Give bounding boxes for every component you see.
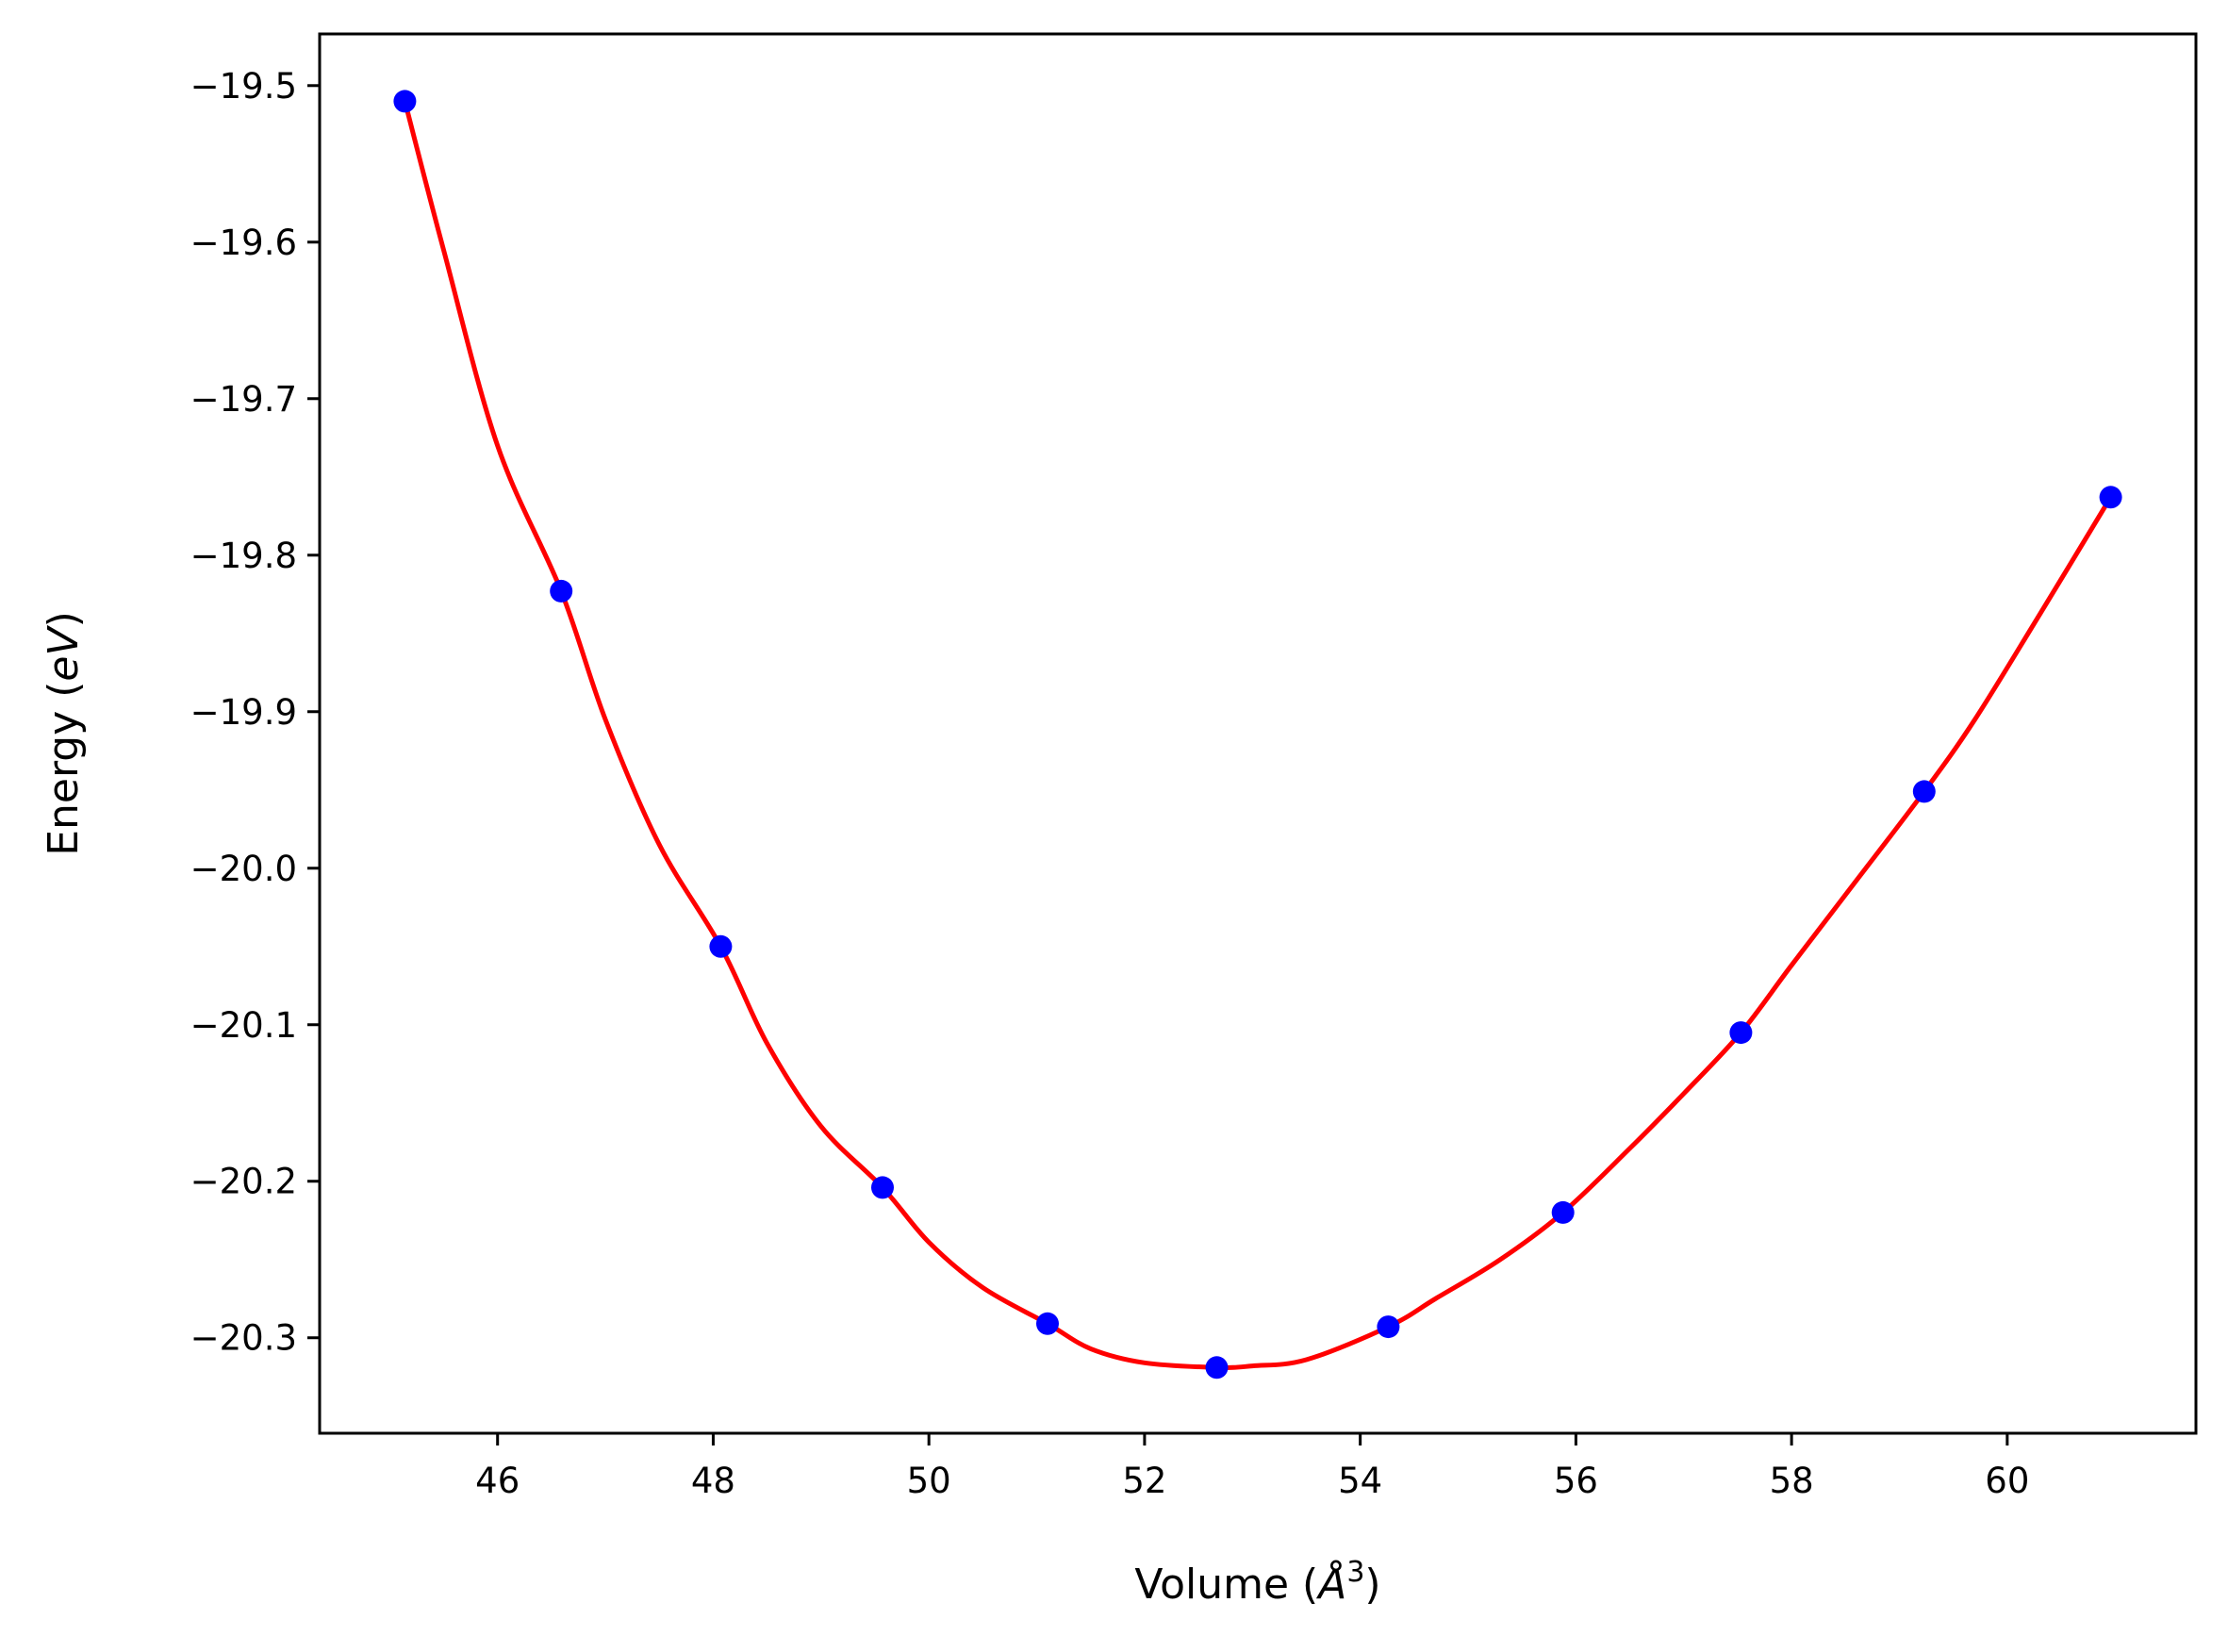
plot-frame [318,32,2198,1435]
plot-area [393,90,2122,1379]
x-axis-ticks: 46 48 50 52 54 56 58 60 [475,1433,2029,1501]
x-tick-label: 48 [691,1461,735,1501]
data-point [1912,780,1936,803]
y-tick-label: −19.9 [190,692,297,733]
x-axis-label-suffix: ) [1364,1561,1380,1609]
data-point [1551,1200,1575,1224]
x-tick-label: 58 [1770,1461,1814,1501]
x-tick-label: 54 [1338,1461,1382,1501]
y-axis-label-symbol: eV [40,625,88,682]
data-point [1377,1315,1400,1339]
y-axis-label-suffix: ) [40,611,88,627]
x-tick-label: 50 [907,1461,951,1501]
x-tick-label: 52 [1122,1461,1166,1501]
y-axis-label: Energy (eV) [40,611,88,856]
data-point [1036,1312,1059,1335]
x-axis-label: Volume (Å3) [1134,1556,1380,1609]
y-tick-label: −20.0 [190,849,297,889]
data-point [2099,486,2122,509]
y-tick-label: −20.2 [190,1162,297,1202]
x-axis-label-prefix: Volume ( [1134,1561,1318,1609]
x-axis-label-superscript: 3 [1346,1556,1364,1589]
y-axis-label-prefix: Energy ( [40,682,88,856]
x-axis-label-symbol: Å [1315,1559,1346,1609]
y-tick-label: −20.3 [190,1318,297,1359]
data-point [1729,1021,1753,1045]
data-point [393,90,417,113]
data-point [1205,1356,1229,1379]
x-tick-label: 46 [475,1461,520,1501]
data-point [871,1176,894,1199]
data-point [550,579,573,603]
y-tick-label: −20.1 [190,1005,297,1046]
y-tick-label: −19.6 [190,223,297,263]
x-tick-label: 56 [1554,1461,1598,1501]
y-tick-label: −19.7 [190,379,297,420]
y-tick-label: −19.8 [190,536,297,576]
x-tick-label: 60 [1985,1461,2029,1501]
y-axis-ticks: −20.3 −20.2 −20.1 −20.0 −19.9 −19.8 −19.7 −19.6… [190,66,320,1359]
data-point [709,934,733,958]
y-tick-label: −19.5 [190,66,297,107]
fit-curve-line [402,98,2114,1370]
